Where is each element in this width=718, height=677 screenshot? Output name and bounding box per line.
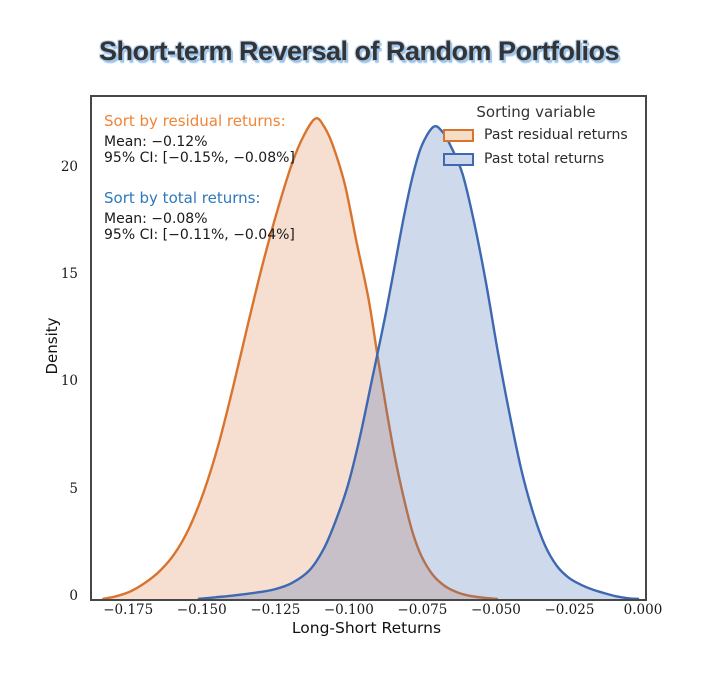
annotation-residual-ci: 95% CI: [−0.15%, −0.08%] [104,150,295,166]
annotation-total-mean: Mean: −0.08% [104,211,208,227]
annotation-total-heading: Sort by total returns: [104,189,261,207]
x-tick-label: −0.150 [176,602,227,618]
y-tick-label: 5 [69,480,78,497]
y-tick-label: 10 [60,373,78,390]
legend-title: Sorting variable [476,103,596,121]
density-line-1 [197,125,640,599]
annotation-residual: Sort by residual returns: Mean: −0.12% 9… [104,112,295,166]
annotation-total: Sort by total returns: Mean: −0.08% 95% … [104,189,295,243]
x-axis-label: Long-Short Returns [291,619,442,637]
x-tick-label: −0.100 [323,602,374,618]
legend: Sorting variable Past residual returns P… [431,103,641,175]
y-axis-label: Density [43,317,61,375]
density-line-0 [102,117,499,599]
legend-label-0: Past residual returns [484,127,628,143]
y-tick-label: 20 [60,158,78,175]
x-tick-label: −0.025 [544,602,595,618]
legend-swatch-0 [443,128,474,142]
x-tick-label: 0.000 [623,602,663,618]
density-curves-svg [102,117,640,599]
chart-title: Short-term Reversal of Random Portfolios [98,36,620,66]
x-tick-label: −0.175 [103,602,154,618]
legend-label-1: Past total returns [484,151,605,167]
x-tick-label: −0.075 [397,602,448,618]
x-tick-label: −0.125 [250,602,301,618]
y-tick-label: 15 [60,266,78,283]
legend-entry-residual: Past residual returns [431,127,641,143]
legend-swatch-1 [443,152,474,166]
legend-entry-total: Past total returns [431,151,641,167]
annotation-residual-mean: Mean: −0.12% [104,134,208,150]
density-area-1 [197,126,640,599]
plot-area: Sort by residual returns: Mean: −0.12% 9… [90,95,647,601]
y-tick-label: 0 [69,588,78,604]
annotation-total-ci: 95% CI: [−0.11%, −0.04%] [104,227,295,243]
annotation-residual-heading: Sort by residual returns: [104,112,286,130]
x-tick-label: −0.050 [470,602,521,618]
